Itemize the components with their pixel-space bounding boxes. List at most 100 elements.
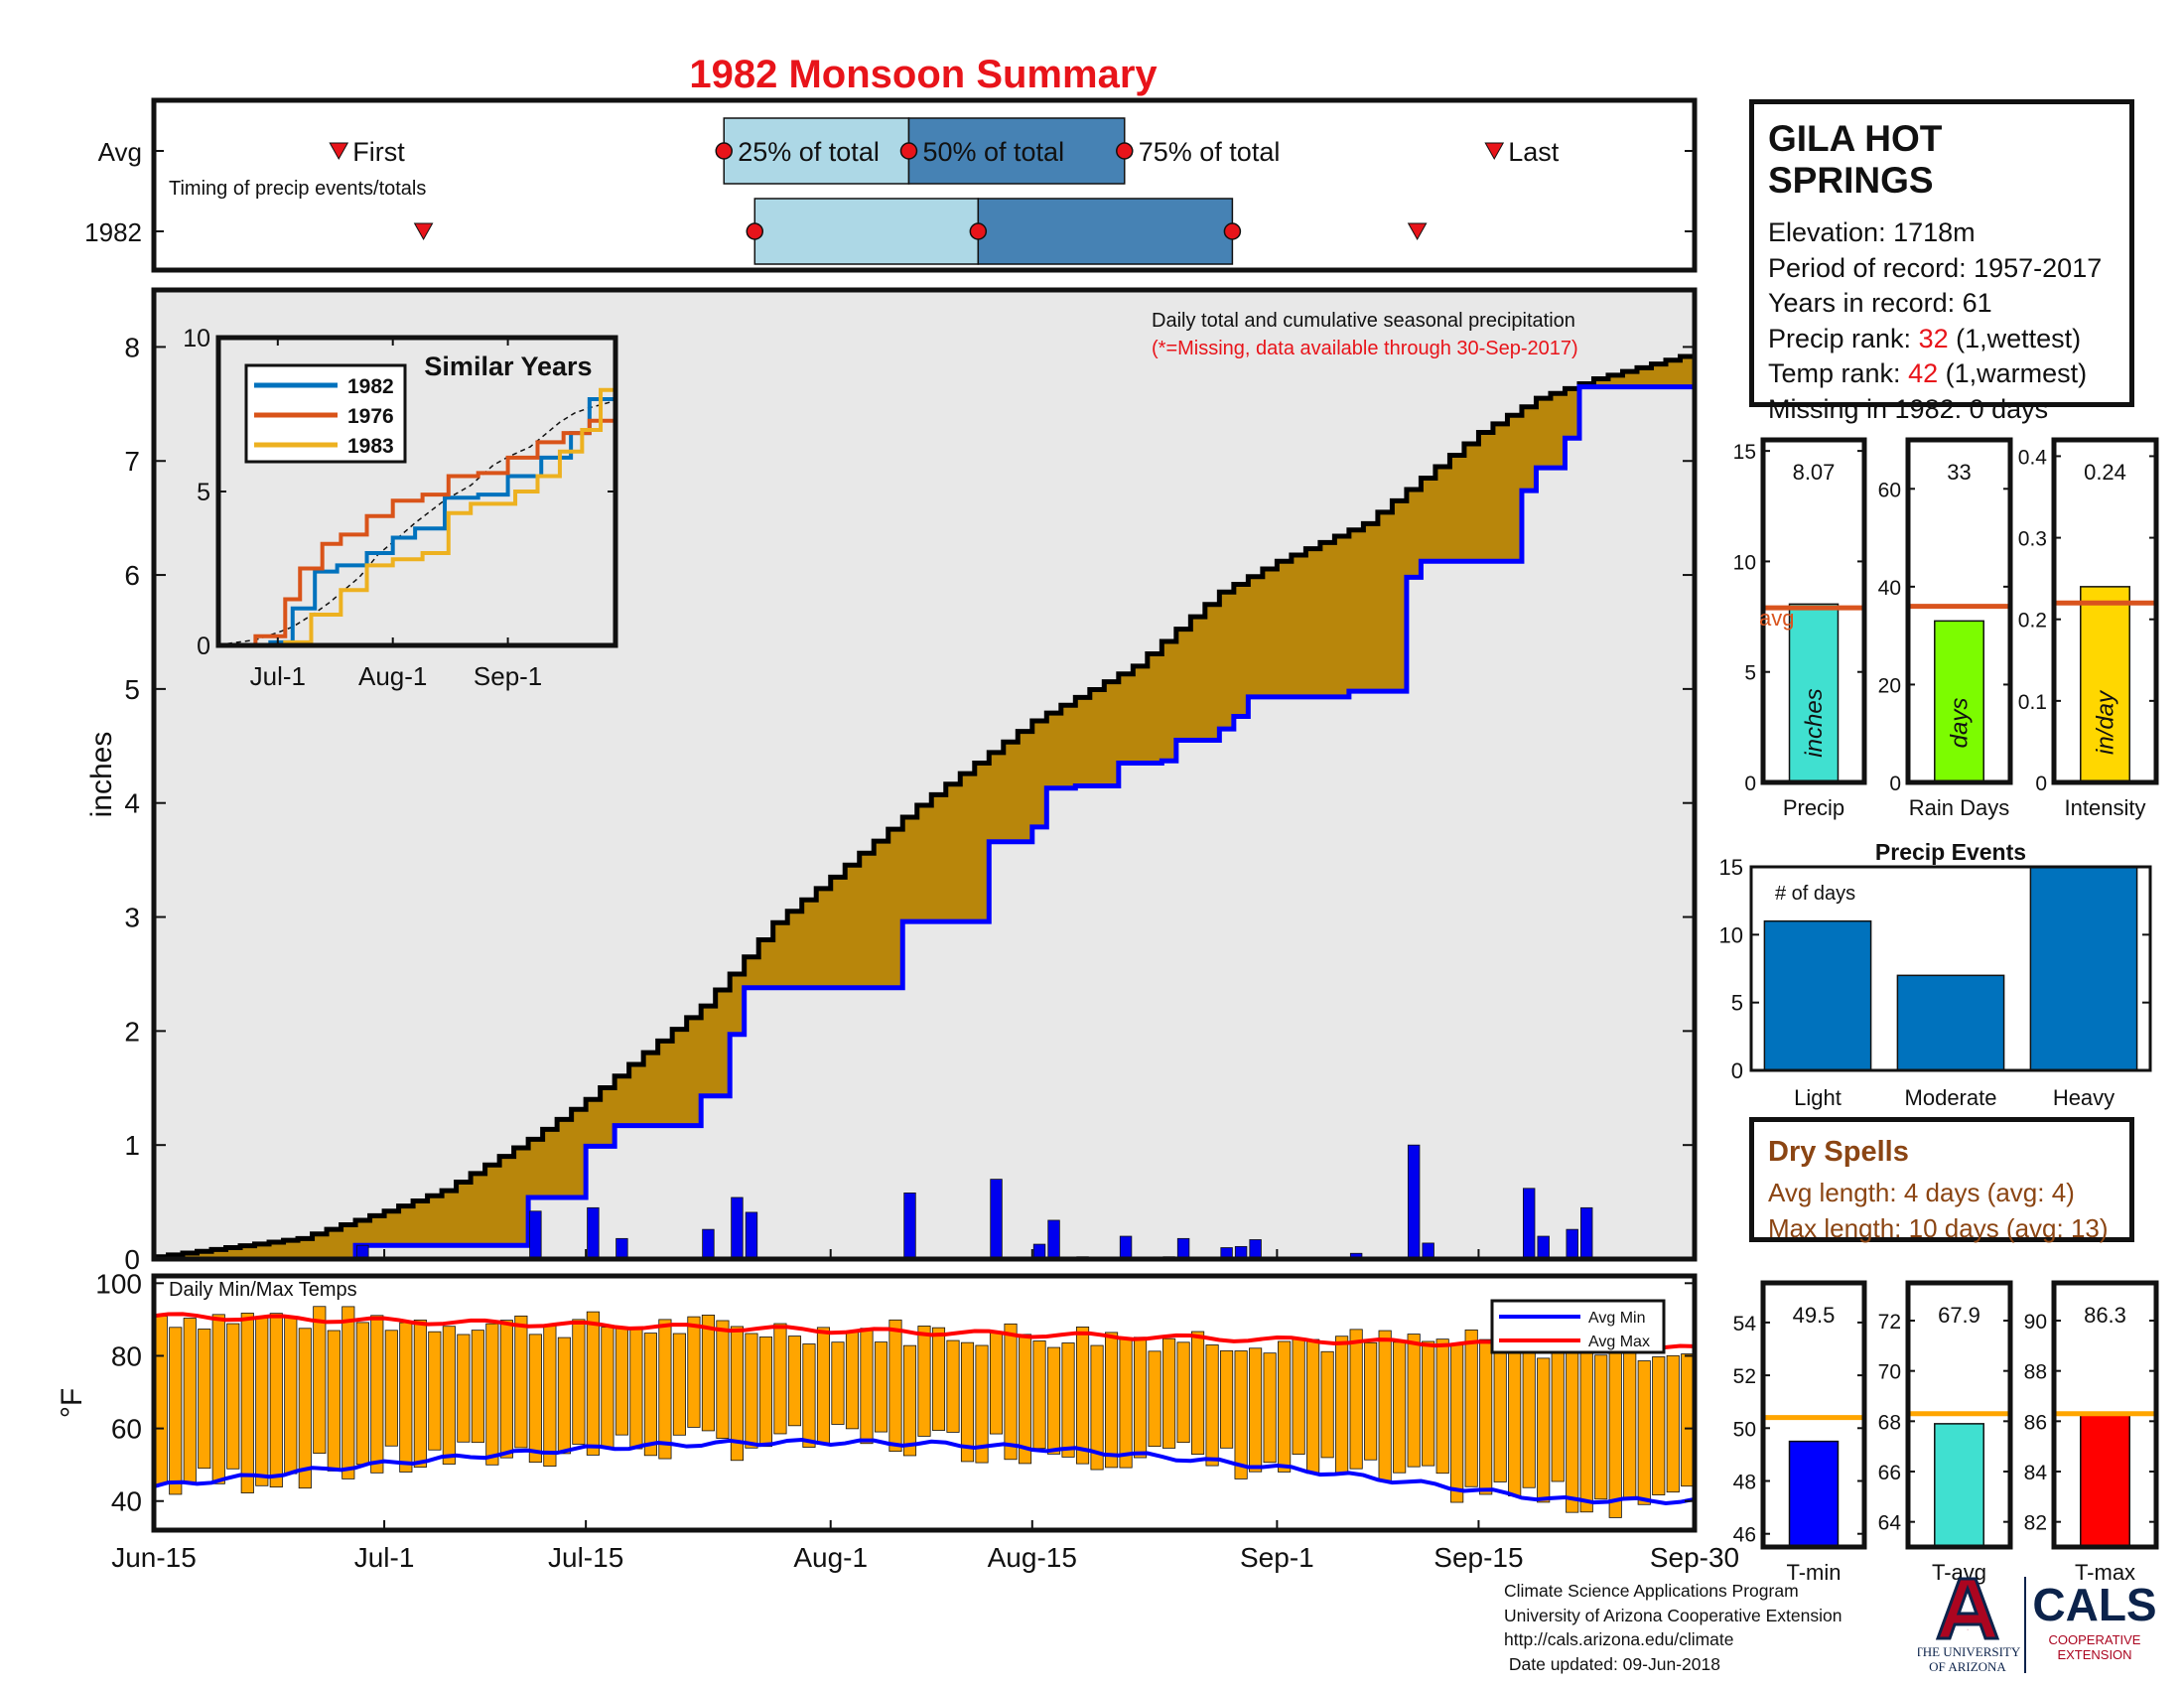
temp-range-bar bbox=[1220, 1349, 1234, 1449]
temp-range-bar bbox=[1162, 1337, 1176, 1449]
temp-range-bar bbox=[888, 1319, 902, 1453]
temps-ytick-label: 40 bbox=[111, 1486, 142, 1517]
main-ylabel: inches bbox=[85, 732, 118, 818]
panel-frame bbox=[2051, 1280, 2159, 1550]
dry-spells-title: Dry Spells bbox=[1768, 1136, 1909, 1168]
temp-range-bar bbox=[1090, 1344, 1104, 1471]
temp-range-bar bbox=[745, 1333, 758, 1449]
figure-title: 1982 Monsoon Summary bbox=[689, 53, 1158, 96]
temp-range-bar bbox=[1637, 1360, 1651, 1505]
inset-series-1976 bbox=[218, 414, 617, 647]
main-missing-note: (*=Missing, data available through 30-Se… bbox=[1152, 338, 1578, 359]
temp-range-bar bbox=[931, 1327, 946, 1431]
temp-range-bar bbox=[240, 1313, 254, 1493]
timing-year-last-marker bbox=[1407, 222, 1428, 241]
panel-frame bbox=[1905, 437, 2013, 785]
daily-precip-bar bbox=[1119, 1235, 1133, 1260]
footer-credits: Climate Science Applications Program Uni… bbox=[1504, 1579, 1842, 1676]
panel-unit: days bbox=[1947, 698, 1974, 749]
station-temp-rank: Temp rank: 42 (1,warmest) bbox=[1768, 356, 2116, 392]
inset-avg-line bbox=[217, 399, 616, 646]
temp-range-bar bbox=[154, 1316, 168, 1485]
precip-rank-value: 32 bbox=[1918, 323, 1949, 353]
temp-range-bar bbox=[341, 1306, 355, 1479]
temp-range-bar bbox=[514, 1315, 528, 1449]
main-ytick-label: 5 bbox=[124, 674, 140, 705]
panel-ytick-label: 0.1 bbox=[2018, 691, 2047, 714]
panel-label: Intensity bbox=[2065, 795, 2146, 820]
panel-value-text: 86.3 bbox=[2084, 1303, 2126, 1328]
inset-xtick-label: Jul-1 bbox=[250, 661, 306, 691]
temp-range-bar bbox=[1320, 1350, 1334, 1459]
panel-value-bar bbox=[2080, 586, 2130, 783]
avg-max-line bbox=[153, 1312, 1696, 1352]
panel-unit: inches bbox=[1801, 688, 1828, 757]
temp-range-bar bbox=[572, 1319, 586, 1445]
events-bar-moderate bbox=[1896, 974, 2005, 1071]
panel-ytick-label: 15 bbox=[1733, 441, 1756, 464]
timing-last-label: Last bbox=[1508, 137, 1560, 167]
temp-range-bar bbox=[960, 1341, 975, 1463]
panel-ytick-label: 84 bbox=[2024, 1462, 2048, 1484]
panel-value-text: 33 bbox=[1947, 460, 1971, 485]
temp-range-bar bbox=[1508, 1343, 1522, 1497]
inset-legend-label: 1982 bbox=[347, 375, 394, 398]
temps-ylabel: °F bbox=[56, 1388, 88, 1418]
inset-frame bbox=[215, 335, 618, 648]
temps-ytick-label: 100 bbox=[95, 1268, 142, 1299]
temp-range-bar bbox=[874, 1341, 888, 1433]
temp-range-bar bbox=[1464, 1329, 1478, 1487]
panel-value-text: 67.9 bbox=[1938, 1303, 1980, 1328]
events-frame bbox=[1749, 865, 2152, 1072]
temp-range-bar bbox=[1422, 1340, 1435, 1467]
temp-range-bar bbox=[1292, 1337, 1305, 1455]
daily-precip-bar bbox=[1580, 1206, 1593, 1260]
ua-logo-line-1: THE UNIVERSITY bbox=[1918, 1644, 2021, 1659]
inset-legend-label: 1983 bbox=[347, 435, 394, 458]
inset-xtick-label: Sep-1 bbox=[474, 661, 542, 691]
panel-ytick-label: 72 bbox=[1878, 1311, 1901, 1334]
events-ytick-label: 10 bbox=[1719, 922, 1743, 947]
panel-ytick-label: 0.4 bbox=[2018, 446, 2048, 469]
temp-range-bar bbox=[773, 1323, 787, 1435]
events-bar-light bbox=[1763, 919, 1872, 1071]
temp-range-bar bbox=[1435, 1338, 1449, 1475]
temp-range-bar bbox=[975, 1344, 989, 1464]
daily-precip-bar bbox=[1566, 1228, 1578, 1260]
temps-ytick-label: 80 bbox=[111, 1340, 142, 1371]
main-ytick-label: 2 bbox=[124, 1016, 140, 1047]
temp-range-bar bbox=[917, 1326, 931, 1437]
panel-ytick-label: 82 bbox=[2024, 1512, 2047, 1535]
temps-ytick-label: 60 bbox=[111, 1414, 142, 1445]
temp-range-bar bbox=[298, 1328, 312, 1489]
panel-ytick-label: 40 bbox=[1878, 577, 1901, 600]
temp-range-bar bbox=[1191, 1331, 1205, 1455]
temp-range-bar bbox=[1018, 1334, 1032, 1465]
timing-panel: Avg 1982 First Last 25% of total 50% of total… bbox=[84, 97, 1698, 273]
daily-precip-bar bbox=[1047, 1219, 1060, 1260]
timing-year-q50-q75-box bbox=[977, 198, 1234, 265]
temp-range-bar bbox=[399, 1322, 413, 1473]
daily-precip-bar bbox=[731, 1196, 744, 1260]
stats-panels: 8.07 0 5 10 15 inches Precip 33 0 20 40 60 days Rain … bbox=[1733, 437, 2159, 820]
ua-logo-icon bbox=[1935, 1577, 2000, 1640]
temp-range-bar bbox=[428, 1331, 442, 1451]
events-category-label: Light bbox=[1794, 1085, 1842, 1110]
main-ytick-label: 1 bbox=[124, 1130, 140, 1161]
temp-range-bar bbox=[614, 1327, 628, 1436]
temp-range-bar bbox=[658, 1319, 672, 1460]
temp-range-bar bbox=[284, 1316, 298, 1475]
temp-range-bar bbox=[485, 1323, 499, 1466]
timing-frame bbox=[151, 97, 1698, 273]
temp-range-bar bbox=[1349, 1329, 1363, 1470]
inset-series-1982 bbox=[218, 397, 615, 647]
temps-xtick-label: Aug-1 bbox=[793, 1542, 868, 1573]
temp-range-bar bbox=[1335, 1336, 1349, 1475]
temp-range-bar bbox=[327, 1330, 341, 1472]
temp-panels: 49.54648505254T-min67.96466687072T-avg86… bbox=[1733, 1280, 2159, 1585]
temps-legend-max-label: Avg Max bbox=[1588, 1334, 1650, 1350]
temp-range-bar bbox=[1407, 1334, 1421, 1468]
panel-value-bar bbox=[1934, 1423, 1984, 1548]
temp-range-bar bbox=[586, 1311, 600, 1456]
